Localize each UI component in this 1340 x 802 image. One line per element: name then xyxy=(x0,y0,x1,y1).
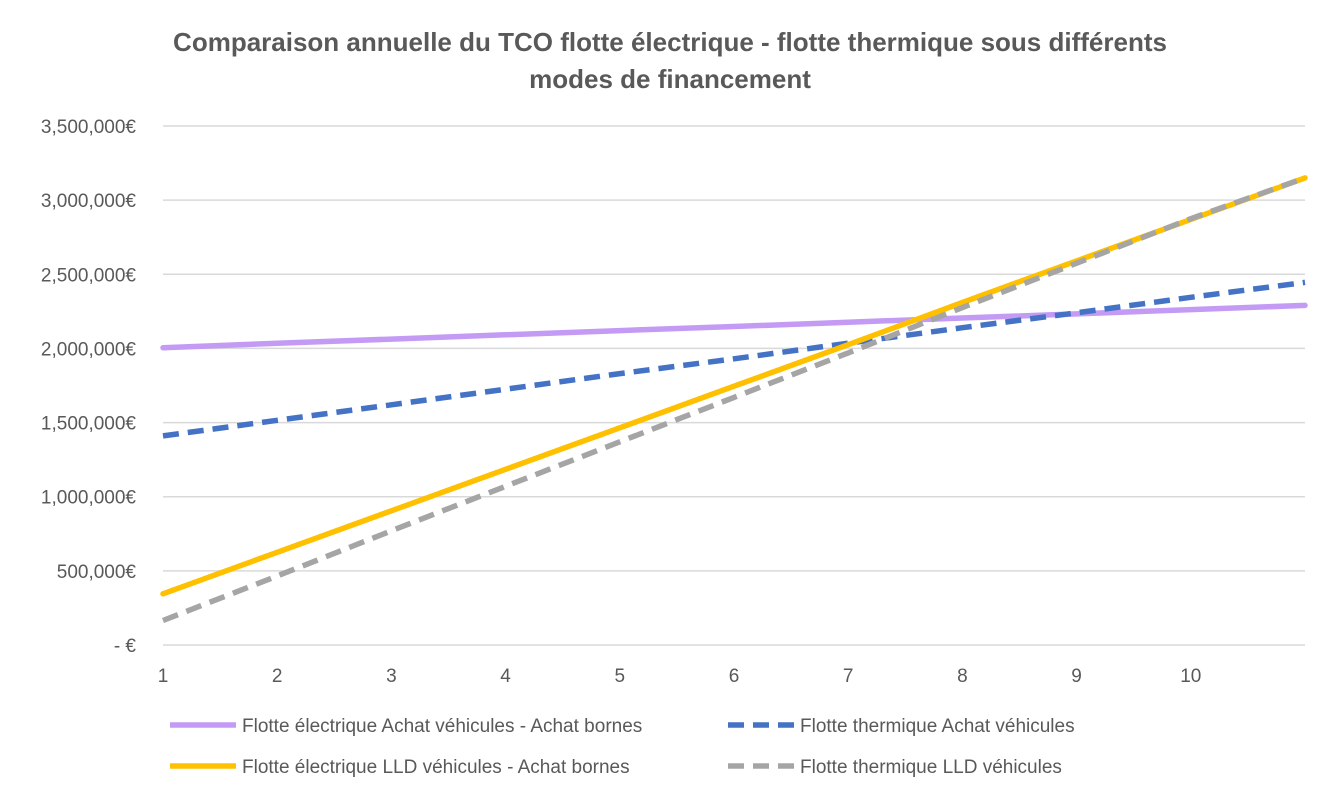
y-tick-label: 1,500,000€ xyxy=(41,414,137,435)
legend-item-3: Flotte électrique LLD véhicules - Achat … xyxy=(170,757,630,778)
x-tick-label: 9 xyxy=(1071,666,1082,687)
legend-label: Flotte thermique Achat véhicules xyxy=(800,716,1075,737)
legend-label: Flotte thermique LLD véhicules xyxy=(800,757,1062,778)
legend: Flotte électrique Achat véhicules - Acha… xyxy=(170,716,1075,778)
legend-item-4: Flotte thermique LLD véhicules xyxy=(728,757,1062,778)
y-tick-label: 500,000€ xyxy=(57,562,137,583)
y-tick-label: 3,500,000€ xyxy=(41,117,137,138)
legend-item-2: Flotte thermique Achat véhicules xyxy=(728,716,1075,737)
y-tick-label: 1,000,000€ xyxy=(41,488,137,509)
y-tick-label: 2,500,000€ xyxy=(41,265,137,286)
y-tick-label: 2,000,000€ xyxy=(41,339,137,360)
legend-label: Flotte électrique LLD véhicules - Achat … xyxy=(242,757,630,778)
series-line-2 xyxy=(162,279,1306,439)
x-tick-label: 7 xyxy=(843,666,854,687)
x-tick-label: 10 xyxy=(1180,666,1201,687)
chart-title: Comparaison annuelle du TCO flotte élect… xyxy=(0,24,1340,98)
y-tick-label: 3,000,000€ xyxy=(41,191,137,212)
series-line-3 xyxy=(160,175,1308,597)
series-lines xyxy=(160,175,1308,624)
chart-title-line-2: modes de financement xyxy=(529,64,811,94)
x-tick-label: 8 xyxy=(957,666,968,687)
gridlines xyxy=(163,125,1305,572)
axes: - € 500,000€ 1,000,000€ 1,500,000€ 2,000,000… xyxy=(41,117,1305,687)
x-tick-label: 6 xyxy=(729,666,740,687)
series-line-4 xyxy=(162,175,1306,624)
x-tick-label: 1 xyxy=(158,666,169,687)
y-tick-label: - € xyxy=(114,636,137,657)
series-line-1 xyxy=(160,302,1308,351)
x-tick-label: 3 xyxy=(386,666,397,687)
legend-label: Flotte électrique Achat véhicules - Acha… xyxy=(242,716,642,737)
x-tick-label: 2 xyxy=(272,666,283,687)
x-tick-label: 5 xyxy=(615,666,626,687)
legend-item-1: Flotte électrique Achat véhicules - Acha… xyxy=(170,716,642,737)
chart-title-line-1: Comparaison annuelle du TCO flotte élect… xyxy=(173,27,1167,57)
x-tick-label: 4 xyxy=(500,666,511,687)
